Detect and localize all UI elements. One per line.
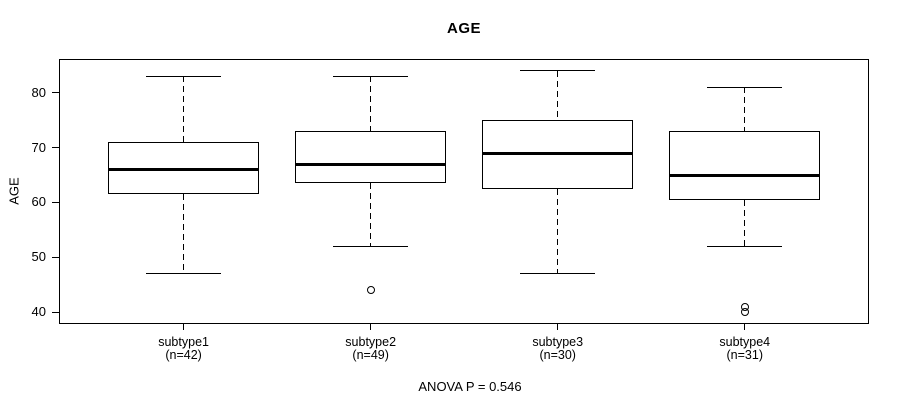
group-n-label: (n=49)	[352, 348, 389, 362]
x-axis-tick	[744, 323, 746, 330]
outlier-point	[366, 286, 375, 295]
chart-title: AGE	[446, 20, 482, 37]
y-axis-tick	[52, 311, 59, 313]
upper-whisker-line	[557, 70, 559, 121]
iqr-box-subtype4	[669, 131, 821, 200]
median-line-subtype2	[295, 162, 447, 166]
anova-p-annotation: ANOVA P = 0.546	[418, 379, 522, 394]
y-axis-tick	[52, 256, 59, 258]
x-axis-group-label: subtype3 (n=30)	[478, 336, 638, 362]
lower-whisker-line	[370, 183, 372, 247]
lower-whisker-cap	[333, 245, 409, 247]
upper-whisker-cap	[146, 75, 222, 77]
upper-whisker-cap	[707, 86, 783, 88]
group-n-label: (n=42)	[165, 348, 202, 362]
x-axis-group-label: subtype4 (n=31)	[665, 336, 825, 362]
plot-area: 40 50 60 70 80 subtype1 (n=42) subtype2 (n=49) su…	[32, 59, 869, 362]
x-axis-group-label: subtype1 (n=42)	[104, 336, 264, 362]
y-axis-tick-label: 50	[31, 249, 46, 265]
group-name-label: subtype4	[719, 335, 771, 349]
lower-whisker-cap	[520, 273, 596, 275]
upper-whisker-line	[744, 87, 746, 132]
lower-whisker-line	[744, 199, 746, 247]
outlier-point	[740, 308, 749, 317]
x-axis-tick	[557, 323, 559, 330]
median-line-subtype4	[669, 173, 821, 177]
group-name-label: subtype1	[158, 335, 209, 349]
median-line-subtype1	[108, 168, 260, 172]
group-n-label: (n=30)	[539, 348, 576, 362]
y-axis-tick	[52, 147, 59, 149]
lower-whisker-cap	[146, 273, 222, 275]
lower-whisker-cap	[707, 245, 783, 247]
y-axis-tick	[52, 201, 59, 203]
upper-whisker-line	[183, 76, 185, 143]
upper-whisker-cap	[520, 70, 596, 72]
x-axis-tick	[183, 323, 185, 330]
iqr-box-subtype2	[295, 131, 447, 184]
group-name-label: subtype3	[532, 335, 584, 349]
upper-whisker-cap	[333, 75, 409, 77]
group-n-label: (n=31)	[726, 348, 763, 362]
y-axis-tick-label: 40	[31, 304, 46, 320]
y-axis-tick-label: 80	[31, 84, 46, 100]
y-axis-tick-label: 70	[31, 139, 46, 155]
median-line-subtype3	[482, 151, 634, 155]
y-axis-tick	[52, 92, 59, 94]
x-axis-tick	[370, 323, 372, 330]
group-name-label: subtype2	[345, 335, 397, 349]
x-axis-group-label: subtype2 (n=49)	[291, 336, 451, 362]
upper-whisker-line	[370, 76, 372, 132]
y-axis-tick-label: 60	[31, 194, 46, 210]
lower-whisker-line	[183, 194, 185, 274]
lower-whisker-line	[557, 188, 559, 274]
